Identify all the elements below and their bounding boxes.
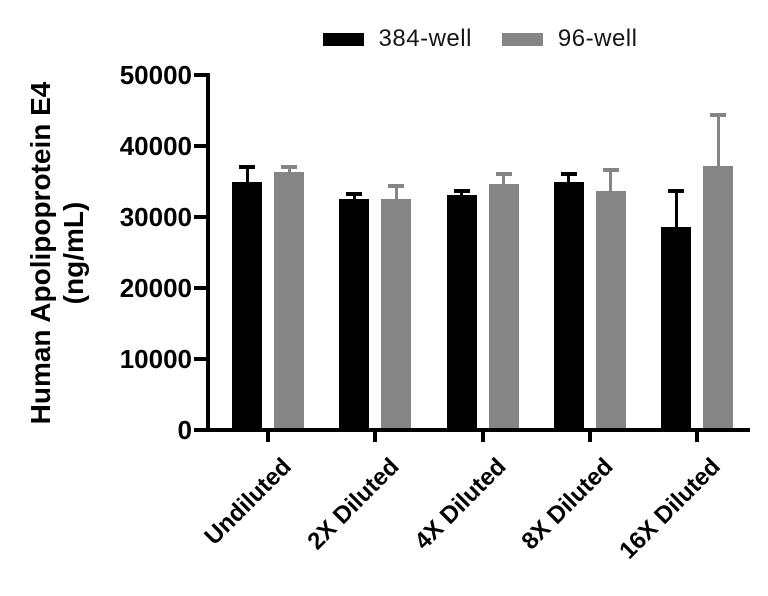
legend-swatch-384-well (322, 32, 364, 46)
bar-384-well-2x-diluted (339, 199, 370, 430)
error-bar-stem-384-well-undiluted (245, 166, 249, 190)
bar-96-well-8x-diluted (595, 191, 626, 430)
x-tick-2x-diluted (373, 432, 378, 442)
error-bar-cap-96-well-undiluted (281, 164, 297, 169)
error-bar-cap-384-well-2x-diluted (346, 191, 363, 196)
bar-96-well-16x-diluted (703, 165, 733, 430)
y-tick-label-20000: 20000 (119, 273, 192, 303)
y-tick-label-40000: 40000 (119, 131, 192, 161)
legend-item-96-well: 96-well (501, 25, 638, 53)
y-axis-line (206, 73, 210, 432)
error-bar-cap-384-well-16x-diluted (668, 188, 684, 193)
bar-96-well-2x-diluted (381, 198, 412, 430)
error-bar-cap-384-well-undiluted (239, 164, 255, 169)
x-tick-8x-diluted (587, 432, 592, 442)
error-bar-stem-96-well-2x-diluted (394, 185, 398, 207)
y-tick-label-30000: 30000 (119, 202, 192, 232)
error-bar-cap-384-well-4x-diluted (453, 188, 470, 193)
y-tick-30000 (194, 215, 206, 219)
error-bar-stem-96-well-undiluted (287, 166, 291, 181)
y-tick-50000 (194, 73, 206, 77)
error-bar-cap-96-well-2x-diluted (388, 183, 405, 188)
error-bar-cap-96-well-4x-diluted (495, 171, 512, 176)
error-bar-cap-96-well-8x-diluted (602, 168, 619, 173)
x-category-label-2x-diluted: 2X Diluted (302, 453, 405, 556)
error-bar-cap-384-well-8x-diluted (560, 171, 577, 176)
bar-96-well-4x-diluted (488, 184, 519, 430)
legend-swatch-96-well (501, 32, 543, 46)
y-tick-label-50000: 50000 (119, 60, 192, 90)
error-bar-stem-384-well-16x-diluted (674, 190, 678, 235)
legend-item-384-well: 384-well (322, 25, 472, 53)
y-tick-40000 (194, 144, 206, 148)
y-tick-label-0: 0 (177, 415, 192, 445)
legend-label-384-well: 384-well (378, 25, 472, 52)
bar-384-well-8x-diluted (553, 181, 584, 430)
y-tick-0 (194, 428, 206, 432)
bar-384-well-16x-diluted (661, 226, 691, 430)
error-bar-stem-384-well-2x-diluted (352, 193, 356, 208)
legend-label-96-well: 96-well (557, 25, 638, 52)
error-bar-stem-96-well-8x-diluted (609, 170, 613, 200)
error-bar-stem-384-well-4x-diluted (460, 190, 463, 203)
bar-384-well-undiluted (232, 181, 262, 430)
error-bar-stem-96-well-4x-diluted (502, 173, 505, 193)
x-category-label-8x-diluted: 8X Diluted (516, 453, 619, 556)
x-tick-16x-diluted (695, 432, 699, 442)
y-tick-label-10000: 10000 (119, 344, 192, 374)
bar-384-well-4x-diluted (446, 194, 477, 430)
x-category-label-16x-diluted: 16X Diluted (614, 453, 727, 565)
x-axis-line (206, 428, 750, 432)
error-bar-stem-384-well-8x-diluted (567, 173, 571, 190)
error-bar-cap-96-well-16x-diluted (710, 112, 726, 117)
x-tick-4x-diluted (480, 432, 485, 442)
error-bar-stem-96-well-16x-diluted (716, 114, 720, 174)
y-tick-10000 (194, 357, 206, 361)
legend: 384-well 96-well (210, 25, 750, 53)
y-tick-20000 (194, 286, 206, 290)
x-category-label-4x-diluted: 4X Diluted (409, 453, 512, 556)
bar-96-well-undiluted (274, 172, 304, 430)
x-tick-undiluted (266, 432, 270, 442)
x-category-label-undiluted: Undiluted (199, 453, 298, 551)
